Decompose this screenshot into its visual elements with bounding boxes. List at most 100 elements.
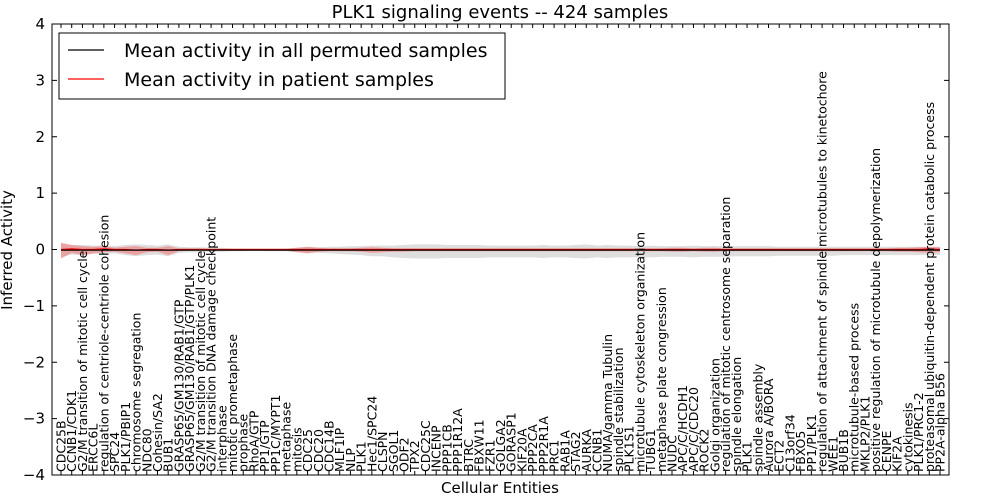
category-label: ERCC6L — [86, 424, 101, 472]
category-label: TPX2 — [407, 440, 422, 473]
category-label: CDC14B — [322, 420, 337, 472]
category-label: G2/M transition of mitotic cell cycle — [75, 250, 90, 472]
category-label: PRC1 — [547, 440, 562, 472]
legend-label-patient: Mean activity in patient samples — [124, 69, 434, 91]
x-axis-label: Cellular Entities — [441, 479, 559, 497]
y-axis-label: Inferred Activity — [0, 190, 16, 310]
category-label: BUB1 — [161, 438, 176, 472]
category-label: FBXW11 — [472, 419, 487, 472]
category-label: G2/M transition DNA damage checkpoint — [204, 217, 219, 472]
x-axis-ticks — [60, 24, 941, 475]
category-label: BUB1B — [836, 429, 851, 472]
y-tick-label: 3 — [35, 71, 45, 89]
category-label: GRASP65/GM130/RAB1/GTP — [171, 299, 186, 472]
category-label: spindle elongation — [729, 357, 744, 472]
category-label: MKLP2/PLK1 — [858, 396, 873, 472]
category-label: CDC25 — [300, 429, 315, 472]
category-label: PPP1CB — [439, 424, 454, 472]
category-label: microtubule cytoskeleton organization — [632, 232, 647, 472]
category-label: MLF1IP — [332, 427, 347, 472]
category-label: PPP2CA — [525, 424, 540, 472]
category-label: Aurora A/BORA — [761, 378, 776, 472]
category-label: spindle assembly — [750, 363, 765, 472]
legend: Mean activity in all permuted samples Me… — [58, 32, 506, 100]
category-label: CENPE — [879, 430, 894, 472]
category-label: NLP — [343, 448, 358, 472]
category-label: CDC25C — [418, 420, 433, 472]
chart-title: PLK1 signaling events -- 424 samples — [332, 2, 669, 23]
category-label: KIF20A — [514, 428, 529, 472]
category-label: CCNB1 — [590, 429, 605, 472]
category-label: G2/M transition of mitotic cell cycle — [193, 250, 208, 472]
category-label: TUBG1 — [643, 429, 658, 473]
category-label: spindle stabilization — [611, 347, 626, 472]
category-label: PLK1S1 — [622, 425, 637, 472]
category-label: metaphase — [279, 402, 294, 472]
category-label: PP2A-alpha B56 — [933, 373, 948, 472]
category-label: PLK1/PBIP1 — [118, 402, 133, 472]
category-label: chromosome segregation — [129, 313, 144, 472]
category-label: regulation of centriole-centriole cohesi… — [96, 215, 111, 472]
category-label: PPP2R1A — [536, 416, 551, 472]
category-label: mitosis — [289, 427, 304, 472]
category-label: GRASP65/GM130/RAB1/GTP/PLK1 — [182, 265, 197, 472]
category-label: PP1C/MYPT1 — [268, 394, 283, 472]
category-label: APC/C/HCDH1 — [675, 385, 690, 472]
category-label: AURKA — [579, 429, 594, 472]
category-label: PP1/GTP — [257, 420, 272, 472]
category-label: interphase — [214, 405, 229, 472]
legend-box — [58, 32, 506, 100]
y-tick-label: −3 — [23, 410, 45, 428]
category-label: ODF2 — [397, 437, 412, 472]
category-label: C13orf34 — [782, 414, 797, 472]
category-label: BTRC — [461, 439, 476, 472]
category-label: positive regulation of microtubule depol… — [868, 148, 883, 472]
category-label: WEE1 — [825, 436, 840, 472]
category-label: microtubule-based process — [847, 303, 862, 472]
category-label: RhoA/GTP — [247, 410, 262, 472]
category-label: PP1/PLK1 — [804, 414, 819, 472]
category-label: CCNB1/CDK1 — [64, 390, 79, 472]
category-label: Hec1/SPC24 — [364, 396, 379, 472]
category-label: GOLGA2 — [493, 419, 508, 472]
category-label: SGOL1 — [386, 430, 401, 472]
category-label: PLK1 — [740, 441, 755, 472]
category-label: regulation of mitotic centrosome separat… — [718, 197, 733, 472]
series-lines — [60, 248, 941, 251]
y-tick-label: −1 — [23, 297, 45, 315]
category-label: cytokinesis — [900, 402, 915, 472]
category-label: APC/C/CDC20 — [686, 387, 701, 472]
category-label: CLSPN — [375, 431, 390, 472]
category-label: proteasomal ubiquitin-dependent protein … — [922, 102, 937, 472]
y-tick-label: −2 — [23, 353, 45, 371]
y-axis-ticks: −4 −3 −2 −1 0 1 2 3 4 — [23, 15, 949, 484]
category-label: RAB1A — [557, 430, 572, 472]
category-label: ROCK2 — [697, 429, 712, 472]
category-label: mitotic prometaphase — [225, 334, 240, 472]
category-label: CDC25B — [54, 420, 69, 472]
y-tick-label: 2 — [35, 128, 45, 146]
category-label: STAG2 — [568, 431, 583, 472]
y-tick-label: 1 — [35, 184, 45, 202]
category-label: NUDC — [665, 435, 680, 472]
category-label: FZR1 — [482, 440, 497, 472]
y-tick-label: 4 — [35, 15, 45, 33]
legend-label-permuted: Mean activity in all permuted samples — [124, 40, 487, 62]
category-label: INCENP — [429, 425, 444, 472]
category-label: KIF2A — [890, 436, 905, 472]
category-label: metaphase plate congression — [654, 287, 669, 472]
category-label: FBXO5 — [793, 431, 808, 472]
category-label: NDC80 — [139, 428, 154, 472]
category-label: regulation of attachment of spindle micr… — [815, 71, 830, 472]
category-label: PLK1 — [354, 441, 369, 472]
category-label: ECT2 — [772, 440, 787, 472]
category-label: NUMA/gamma Tubulin — [600, 334, 615, 472]
category-label: prophase — [236, 414, 251, 472]
category-label: Cohesin/SA2 — [150, 393, 165, 472]
category-label: SPC24 — [107, 432, 122, 472]
category-label: GORASP1 — [504, 412, 519, 472]
y-tick-label: 0 — [35, 241, 45, 259]
category-label: Golgi organization — [707, 358, 722, 472]
